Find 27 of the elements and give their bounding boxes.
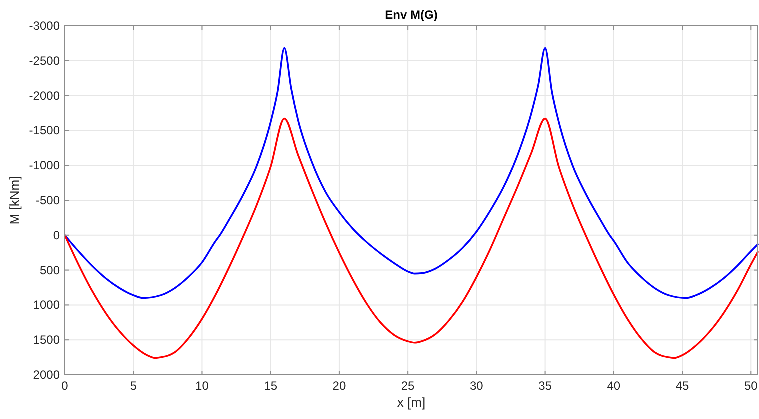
y-axis-title: M [kNm] [7,176,22,225]
x-tick-label: 40 [607,379,621,393]
y-tick-label: -3000 [29,19,60,33]
x-tick-label: 15 [264,379,278,393]
y-tick-label: -1000 [29,158,60,173]
x-tick-label: 50 [744,379,758,393]
chart-title: Env M(G) [385,8,438,22]
y-tick-label: -500 [36,194,60,208]
y-tick-label: -2500 [29,54,60,68]
y-tick-label: 1500 [33,333,60,348]
x-tick-label: 35 [538,379,552,393]
line-series [64,47,759,300]
x-tick-label: 0 [62,379,69,393]
x-axis-title: x [m] [397,395,426,410]
y-tick-label: 1000 [33,298,60,312]
y-tick-label: 500 [40,263,60,278]
x-tick-label: 45 [676,379,690,393]
x-tick-label: 25 [401,379,416,393]
y-tick-label: 0 [53,228,60,242]
x-tick-label: 30 [470,379,484,393]
y-tick-label: 2000 [33,368,60,382]
x-tick-label: 20 [332,379,346,393]
y-tick-label: -1500 [29,124,60,138]
x-tick-label: 10 [196,379,210,393]
y-tick-label: -2000 [29,88,60,103]
x-tick-label: 5 [130,379,138,393]
line-series [64,118,759,360]
